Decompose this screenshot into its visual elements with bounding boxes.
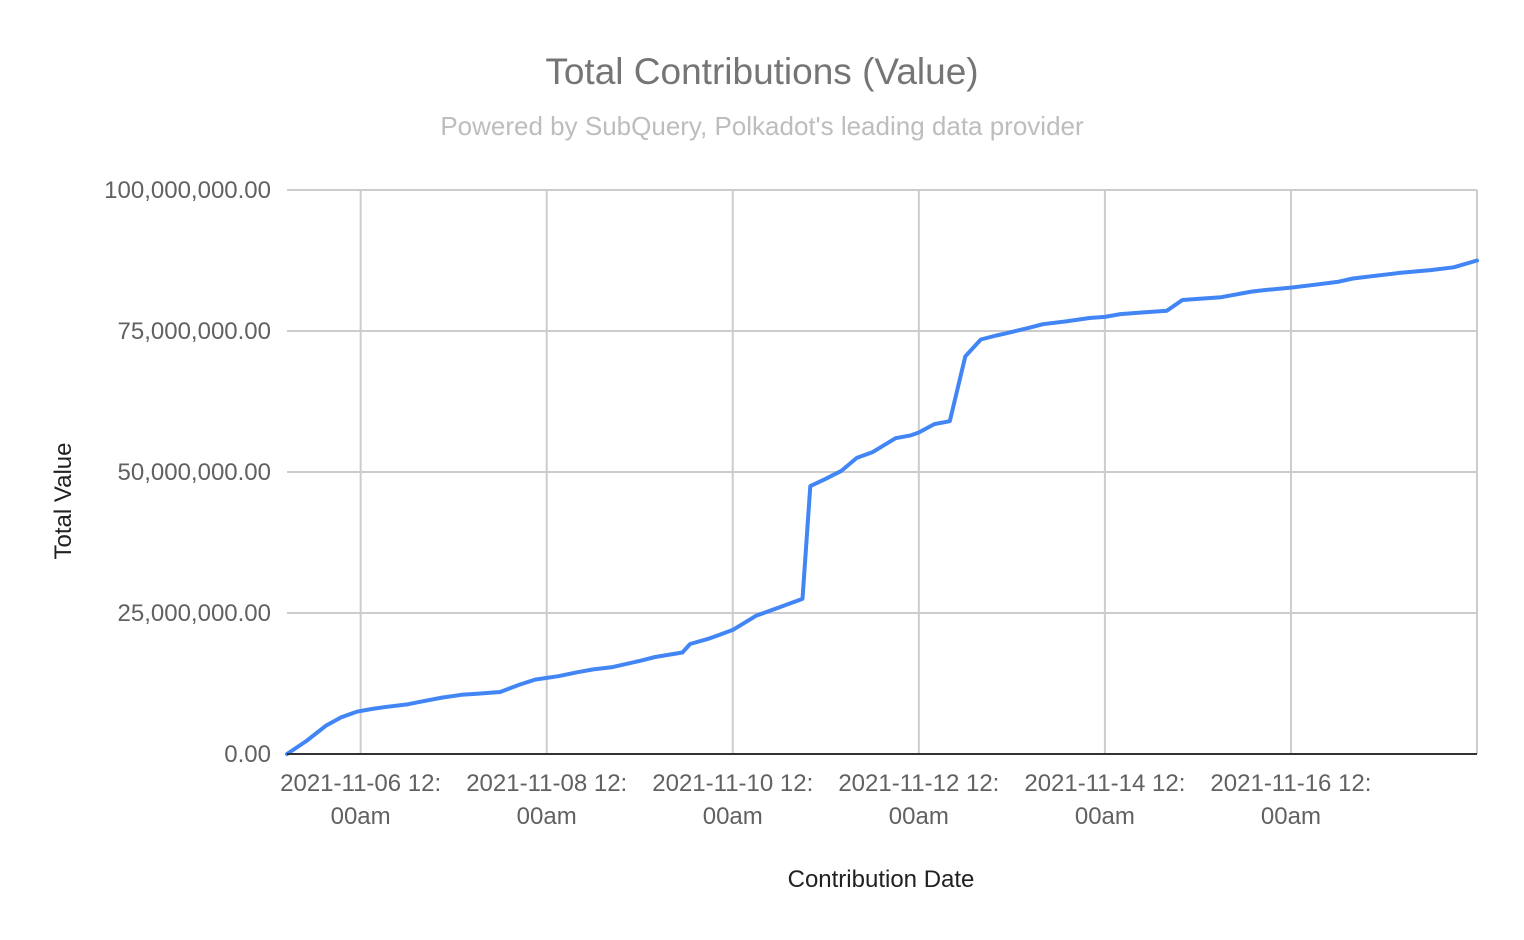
y-tick-label: 25,000,000.00 — [118, 600, 271, 627]
y-tick-label: 100,000,000.00 — [104, 177, 271, 204]
x-tick-label: 2021-11-10 12: 00am — [652, 770, 813, 830]
y-tick-label: 75,000,000.00 — [118, 318, 271, 345]
y-axis-ticks: 0.00 25,000,000.00 50,000,000.00 75,000,000… — [104, 177, 271, 768]
series-layer — [285, 258, 1479, 756]
y-tick-label: 0.00 — [224, 741, 271, 768]
x-axis-ticks: 2021-11-06 12: 00am 2021-11-08 12: 00am 2021… — [280, 770, 1371, 830]
x-axis-label: Contribution Date — [788, 866, 975, 893]
x-tick-label: 2021-11-16 12: 00am — [1210, 770, 1371, 830]
x-tick-label: 2021-11-06 12: 00am — [280, 770, 441, 830]
chart-subtitle: Powered by SubQuery, Polkadot's leading … — [440, 111, 1084, 141]
x-tick-label: 2021-11-08 12: 00am — [466, 770, 627, 830]
y-axis-label: Total Value — [50, 443, 77, 560]
gridlines — [287, 189, 1478, 754]
series-line — [285, 258, 1479, 756]
x-tick-label: 2021-11-12 12: 00am — [838, 770, 999, 830]
x-tick-label: 2021-11-14 12: 00am — [1024, 770, 1185, 830]
y-tick-label: 50,000,000.00 — [118, 459, 271, 486]
chart-title: Total Contributions (Value) — [545, 51, 978, 92]
